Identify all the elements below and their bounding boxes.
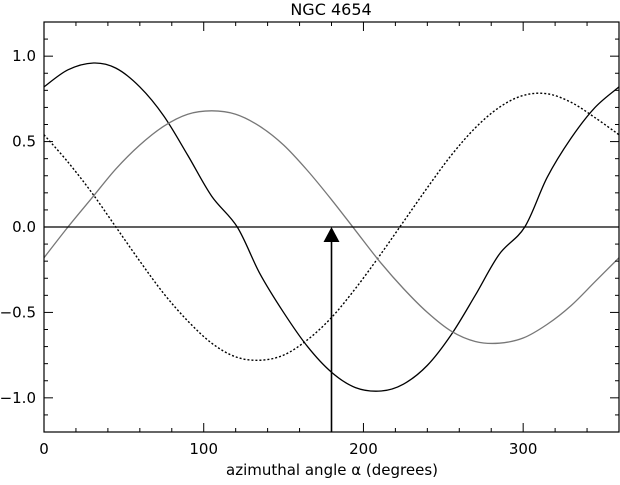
chart-title: NGC 4654 <box>290 0 371 19</box>
y-tick-label: −1.0 <box>0 389 36 407</box>
y-tick-label: −0.5 <box>0 303 36 321</box>
y-tick-label: 1.0 <box>12 47 36 65</box>
x-tick-label: 200 <box>349 440 378 458</box>
plot-frame <box>43 21 620 433</box>
x-tick-label: 300 <box>509 440 538 458</box>
annotation-layer <box>44 226 619 432</box>
x-tick-label: 0 <box>39 440 49 458</box>
series-line-3 <box>43 110 620 345</box>
ticks-layer: 0 100 200 300 −1.0 −0.5 0.0 0.5 1.0 <box>0 21 620 458</box>
y-tick-label: 0.5 <box>12 133 36 151</box>
arrow-head <box>323 227 340 242</box>
x-axis-title: azimuthal angle α (degrees) <box>226 461 438 479</box>
y-tick-label: 0.0 <box>12 218 36 236</box>
x-tick-label: 100 <box>189 440 218 458</box>
